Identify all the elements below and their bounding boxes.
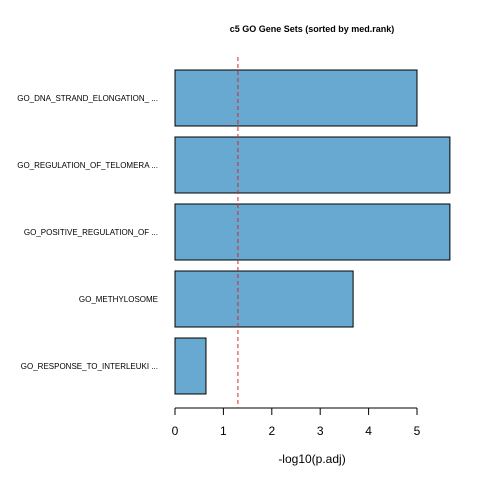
- x-tick-label-2: 2: [268, 424, 275, 438]
- category-label-2: GO_REGULATION_OF_TELOMERA ...: [17, 161, 158, 170]
- category-label-5: GO_RESPONSE_TO_INTERLEUKI ...: [21, 362, 158, 371]
- x-tick-label-4: 4: [365, 424, 372, 438]
- x-axis: 0 1 2 3 4 5: [172, 407, 421, 438]
- x-axis-label: -log10(p.adj): [278, 452, 345, 466]
- category-label-1: GO_DNA_STRAND_ELONGATION_ ...: [17, 94, 158, 103]
- bar-2: [174, 136, 451, 194]
- bar-3: [174, 203, 451, 261]
- bars-layer: [174, 69, 451, 395]
- bar-5: [174, 337, 207, 395]
- category-label-4: GO_METHYLOSOME: [79, 295, 158, 304]
- x-tick-label-1: 1: [220, 424, 227, 438]
- x-tick-label-5: 5: [414, 424, 421, 438]
- x-tick-label-0: 0: [172, 424, 179, 438]
- x-tick-label-3: 3: [317, 424, 324, 438]
- bar-4: [174, 270, 354, 328]
- bar-1: [174, 69, 418, 127]
- category-label-3: GO_POSITIVE_REGULATION_OF ...: [24, 228, 158, 237]
- chart-title: c5 GO Gene Sets (sorted by med.rank): [230, 24, 395, 34]
- category-labels: GO_DNA_STRAND_ELONGATION_ ... GO_REGULATI…: [17, 94, 158, 371]
